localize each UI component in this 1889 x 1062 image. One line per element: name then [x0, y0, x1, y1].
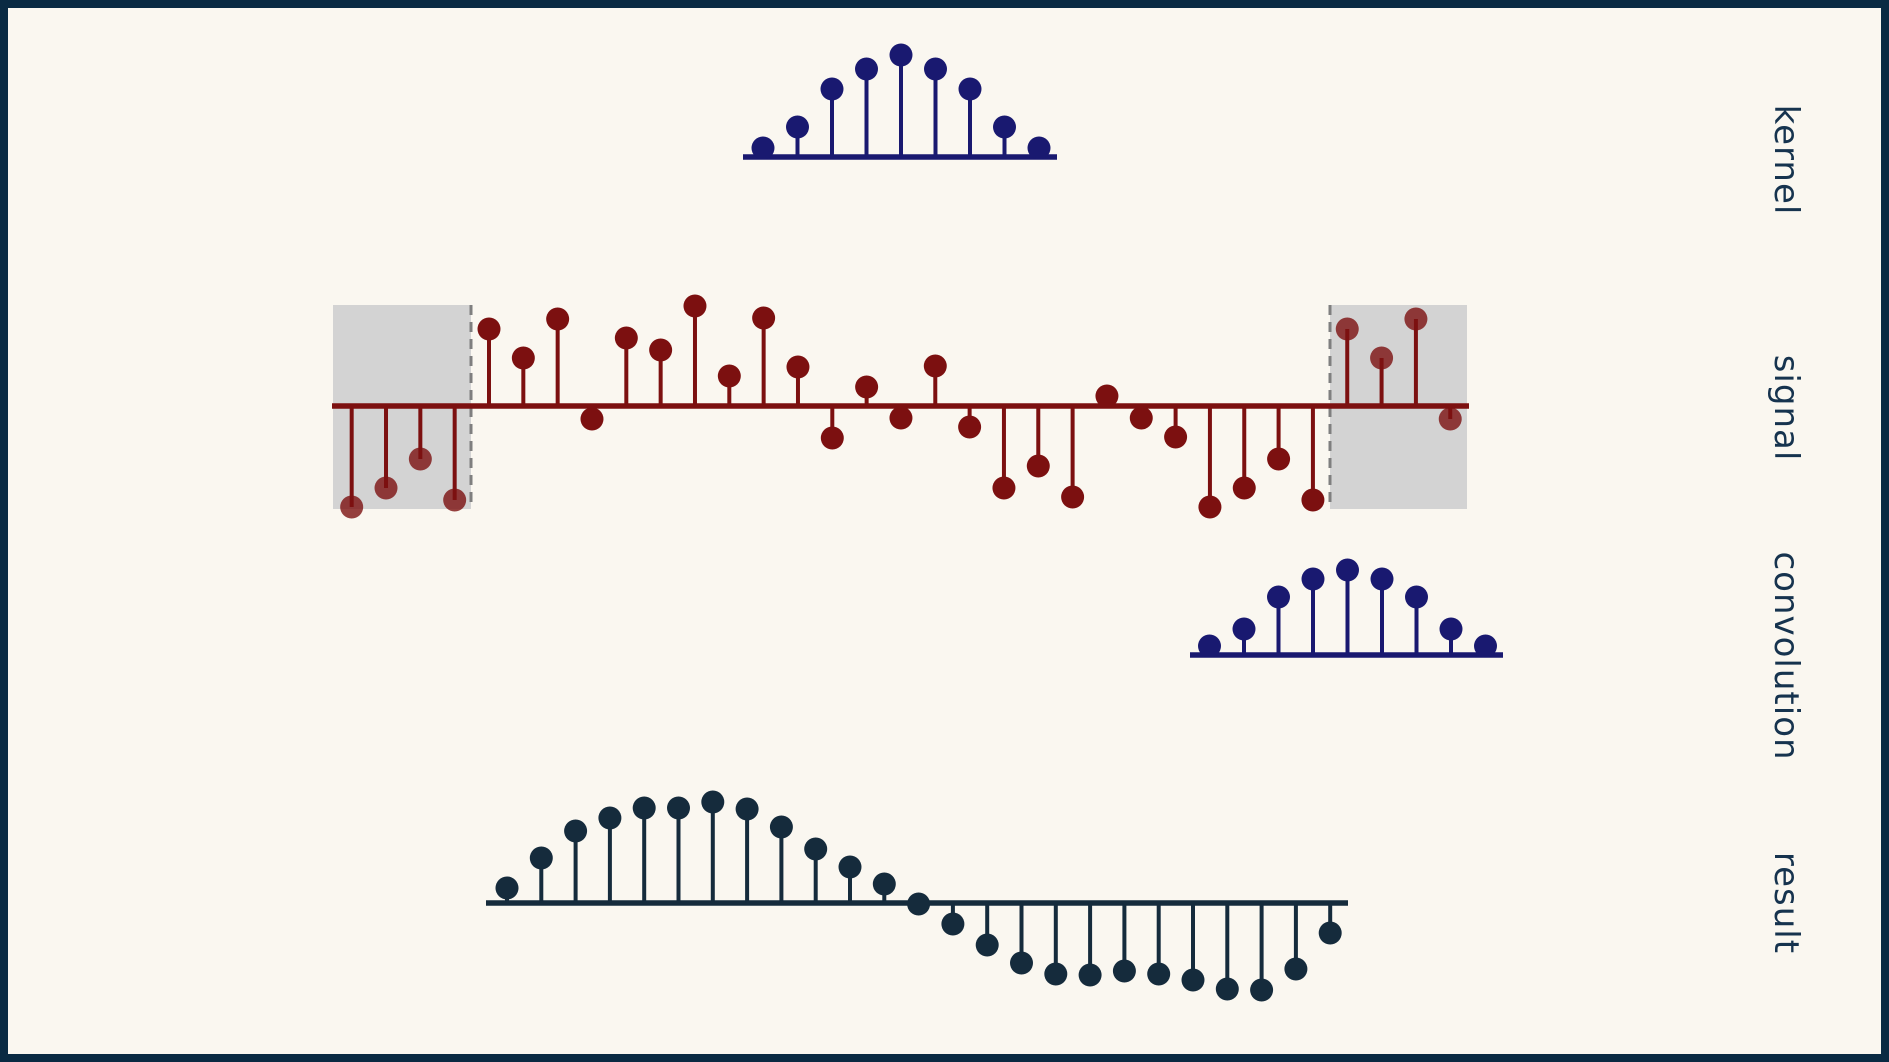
convolution-stem-plot: [1190, 558, 1503, 658]
kernel-stem-dot: [855, 57, 878, 81]
result-stem-dot: [632, 796, 656, 820]
result-stem-dot: [838, 855, 862, 879]
signal-stem-dot: [683, 294, 707, 318]
signal-stem-dot: [786, 355, 810, 379]
signal-stem-dot: [1232, 476, 1256, 500]
signal-stem-dot: [717, 364, 741, 388]
kernel-stem-dot: [889, 43, 913, 67]
signal-stem-dot: [855, 375, 879, 399]
result-stem-dot: [598, 806, 622, 830]
result-stem-dot: [1078, 963, 1102, 987]
result-stem-dot: [769, 815, 793, 839]
kernel-stem-dot: [993, 115, 1016, 139]
convolution-stem-dot: [1267, 585, 1290, 609]
signal-stem-dot: [1301, 488, 1325, 512]
row-label-signal: signal: [1766, 354, 1806, 462]
kernel-stem-dot: [1027, 136, 1051, 160]
result-stem-dot: [667, 796, 690, 820]
result-stem-dot: [529, 846, 553, 870]
signal-stem-dot: [1370, 346, 1394, 370]
signal-stem-dot: [1267, 447, 1291, 471]
signal-stem-dot: [1026, 454, 1050, 478]
kernel-stem-plot: [743, 43, 1057, 160]
signal-stem-dot: [1061, 485, 1085, 509]
result-stem-dot: [941, 912, 965, 936]
result-stem-dot: [1147, 962, 1171, 986]
kernel-stem-dot: [786, 115, 809, 139]
result-stem-plot: [486, 790, 1348, 1002]
kernel-stem-dot: [751, 136, 775, 160]
signal-stem-dot: [477, 317, 501, 341]
result-stem-dot: [907, 892, 931, 916]
row-label-convolution: convolution: [1766, 551, 1806, 761]
result-stem-dot: [495, 876, 519, 900]
result-stem-dot: [1112, 959, 1136, 983]
result-stem-dot: [1284, 957, 1308, 981]
signal-stem-dot: [614, 326, 638, 350]
result-stem-dot: [1044, 962, 1068, 986]
signal-stem-dot: [511, 346, 535, 370]
convolution-stem-dot: [1336, 558, 1359, 582]
convolution-stem-dot: [1439, 617, 1463, 641]
convolution-stem-dot: [1198, 634, 1221, 658]
signal-stem-dot: [992, 476, 1016, 500]
convolution-stem-dot: [1301, 567, 1325, 591]
signal-stem-dot: [1095, 384, 1119, 408]
result-stem-dot: [1250, 978, 1274, 1002]
row-label-result: result: [1766, 851, 1806, 955]
result-stem-dot: [1215, 977, 1239, 1001]
signal-stem-dot: [1404, 307, 1428, 331]
convolution-stem-dot: [1232, 617, 1256, 641]
kernel-stem-dot: [820, 77, 844, 101]
convolution-stem-dot: [1474, 634, 1497, 658]
kernel-stem-dot: [958, 77, 982, 101]
signal-stem-dot: [546, 307, 570, 331]
result-stem-dot: [1010, 951, 1033, 975]
result-stem-dot: [872, 872, 896, 896]
signal-stem-dot: [820, 426, 844, 450]
signal-stem-dot: [958, 415, 982, 439]
signal-stem-plot: [332, 294, 1469, 519]
result-stem-dot: [1181, 968, 1205, 992]
kernel-stem-dot: [924, 57, 947, 81]
convolution-stem-dot: [1405, 585, 1428, 609]
signal-stem-dot: [408, 447, 432, 471]
signal-stem-dot: [374, 476, 398, 500]
signal-stem-dot: [340, 495, 364, 519]
result-stem-dot: [701, 790, 725, 814]
signal-stem-dot: [1335, 317, 1359, 341]
convolution-stem-dot: [1370, 567, 1394, 591]
signal-stem-dot: [649, 338, 673, 362]
result-stem-dot: [1318, 921, 1342, 945]
signal-stem-dot: [1129, 406, 1153, 430]
signal-stem-dot: [1438, 407, 1462, 431]
signal-stem-dot: [889, 406, 913, 430]
row-label-kernel: kernel: [1766, 104, 1806, 216]
signal-stem-dot: [923, 354, 947, 378]
signal-stem-dot: [752, 306, 776, 330]
signal-stem-dot: [1198, 495, 1222, 519]
result-stem-dot: [975, 933, 999, 957]
result-stem-dot: [564, 819, 588, 843]
signal-stem-dot: [1164, 425, 1188, 449]
result-stem-dot: [735, 797, 759, 821]
signal-stem-dot: [580, 407, 604, 431]
signal-stem-dot: [443, 488, 467, 512]
result-stem-dot: [804, 837, 828, 861]
